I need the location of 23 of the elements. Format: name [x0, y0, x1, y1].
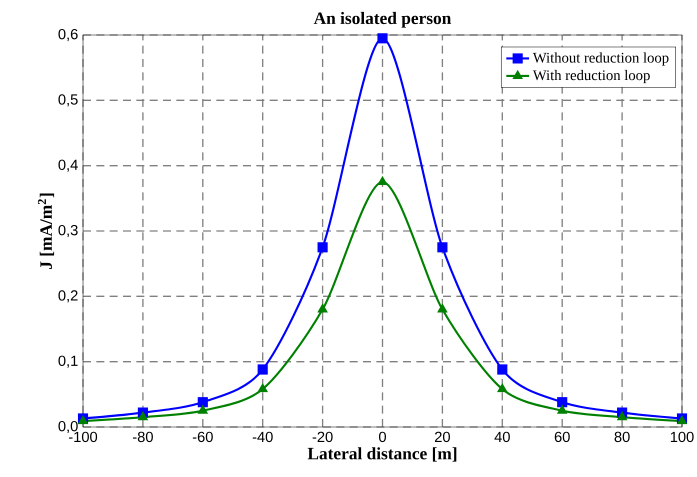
- x-tick-label: -80: [132, 432, 153, 442]
- chart-title: An isolated person: [314, 12, 452, 28]
- x-tick-label: 80: [614, 432, 630, 442]
- x-tick-label: 20: [434, 432, 450, 442]
- x-tick-label: -40: [252, 432, 273, 442]
- y-tick-label: 0,6: [58, 28, 78, 42]
- y-tick-label: 0,5: [58, 94, 78, 106]
- x-tick-label: -60: [192, 432, 213, 442]
- x-tick-label: -20: [312, 432, 333, 442]
- x-axis-title: Lateral distance [m]: [308, 447, 456, 462]
- legend-label: Without reduction loop: [532, 52, 669, 66]
- y-axis-title: J [mA/m$^{2}$]: [38, 194, 54, 269]
- y-tick-label: 0,1: [58, 356, 78, 368]
- x-tick-label: 40: [494, 432, 510, 442]
- y-tick-label: 0,3: [58, 224, 78, 238]
- x-tick-label: 0: [378, 432, 386, 442]
- x-tick-label: -100: [68, 432, 98, 442]
- y-tick-label: 0,2: [58, 290, 78, 302]
- x-tick-label: 100: [670, 432, 694, 442]
- legend-label: With reduction loop: [532, 70, 650, 84]
- y-tick-label: 0,0: [58, 420, 78, 434]
- x-tick-label: 60: [554, 432, 570, 442]
- y-tick-label: 0,4: [58, 160, 78, 172]
